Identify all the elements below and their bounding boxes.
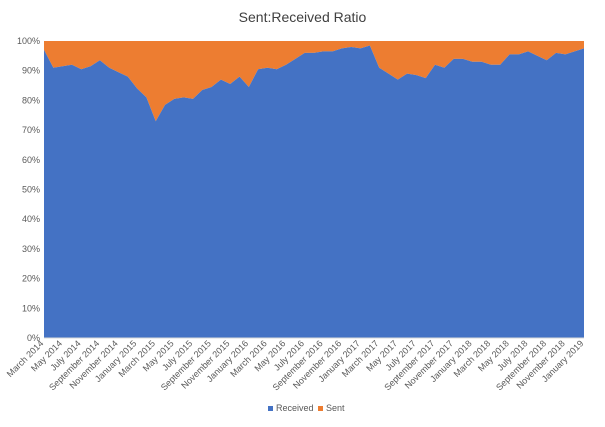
legend-label-received: Received [276,403,314,413]
y-tick-label: 30% [22,244,40,254]
y-tick-label: 80% [22,95,40,105]
legend-label-sent: Sent [326,403,345,413]
series-area-sent [44,41,584,122]
y-tick-label: 10% [22,303,40,313]
chart-title: Sent:Received Ratio [238,9,367,25]
y-tick-label: 70% [22,125,40,135]
y-tick-label: 40% [22,214,40,224]
y-tick-label: 50% [22,185,40,195]
y-tick-label: 90% [22,66,40,76]
y-tick-label: 20% [22,274,40,284]
y-tick-label: 60% [22,155,40,165]
legend-swatch-sent [318,406,323,411]
y-tick-label: 100% [17,36,40,46]
series-area-received [44,45,584,338]
legend-swatch-received [268,406,273,411]
y-tick-label: 0% [27,333,40,343]
